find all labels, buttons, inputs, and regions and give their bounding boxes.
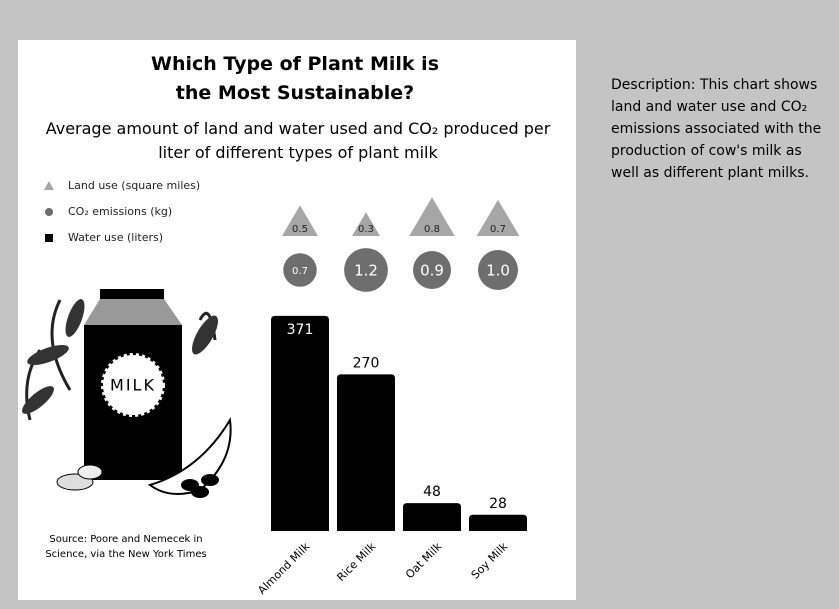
land-label: 0.3	[358, 224, 374, 235]
co2-circle	[478, 250, 518, 290]
co2-label: 0.7	[292, 266, 308, 277]
wheat-ear	[27, 345, 69, 365]
x-tick-label: Almond Milk	[255, 540, 312, 597]
water-label: 371	[287, 322, 314, 338]
chart-subtitle: Average amount of land and water used an…	[45, 119, 551, 162]
land-triangle	[409, 197, 455, 236]
co2-label: 0.9	[420, 262, 444, 280]
carton-cap	[100, 289, 164, 299]
bean	[201, 474, 219, 486]
wheat-ear	[192, 315, 218, 355]
carton-label	[101, 353, 165, 417]
co2-circle	[413, 251, 451, 289]
co2-label: 1.0	[486, 262, 510, 280]
description: Description: This chart shows land and w…	[611, 77, 822, 181]
legend-label: Water use (liters)	[68, 231, 163, 244]
chart-title: Which Type of Plant Milk is the Most Sus…	[150, 53, 439, 104]
wheat-ear	[65, 299, 85, 337]
water-label: 28	[489, 496, 507, 512]
land-triangle	[281, 205, 319, 236]
legend-marker	[45, 234, 53, 242]
water-label: 270	[353, 355, 380, 371]
co2-label: 1.2	[354, 262, 378, 280]
x-tick-label: Soy Milk	[469, 540, 511, 582]
land-triangle	[476, 199, 520, 236]
legend-label: CO₂ emissions (kg)	[68, 205, 172, 218]
legend-label: Land use (square miles)	[68, 179, 200, 192]
co2-circle	[283, 253, 317, 287]
carton-text: MILK	[110, 376, 156, 395]
co2-circle	[344, 248, 388, 292]
water-bar	[403, 503, 461, 531]
water-bar	[337, 374, 395, 531]
legend-marker	[45, 208, 53, 216]
x-tick-label: Rice Milk	[334, 540, 378, 584]
land-label: 0.5	[292, 224, 308, 235]
milk-illustration: MILK	[22, 289, 232, 498]
water-label: 48	[423, 484, 441, 500]
water-bar	[469, 514, 527, 531]
land-label: 0.7	[490, 224, 506, 235]
wheat-ear	[22, 386, 54, 414]
source-note: Source: Poore and Nemecek in Science, vi…	[45, 534, 207, 560]
carton-top	[84, 299, 182, 325]
almond	[77, 464, 103, 480]
land-label: 0.8	[424, 224, 440, 235]
x-tick-label: Oat Milk	[403, 540, 445, 582]
land-triangle	[352, 212, 380, 236]
legend-marker	[44, 181, 54, 190]
bean	[191, 486, 209, 498]
water-bar	[271, 315, 329, 531]
